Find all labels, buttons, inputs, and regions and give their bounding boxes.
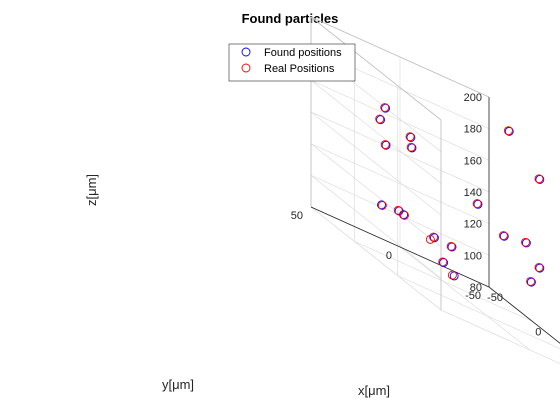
- real-position-point: [406, 142, 416, 152]
- z-tick-label: 80: [470, 282, 482, 294]
- chart-title: Found particles: [242, 11, 339, 26]
- y-tick-label: -50: [465, 290, 481, 302]
- axis-layer: [310, 97, 560, 344]
- x-axis-line: [488, 286, 560, 344]
- found-position-point: [381, 103, 391, 113]
- found-position-point: [526, 277, 536, 287]
- x-axis-label: x[μm]: [358, 383, 390, 398]
- legend[interactable]: Found positions Real Positions: [228, 43, 356, 82]
- found-position-point: [449, 271, 459, 281]
- points-layer: [375, 103, 545, 287]
- left-wall-grid-line-z: [310, 80, 490, 161]
- real-position-point: [400, 210, 409, 220]
- found-position-point: [429, 233, 439, 243]
- found-position-point: [535, 263, 545, 273]
- found-position-point: [499, 231, 509, 241]
- found-position-point: [447, 242, 457, 252]
- real-position-point: [447, 270, 457, 280]
- x-tick-label: -50: [487, 292, 503, 304]
- y-tick-label: 50: [291, 210, 303, 222]
- z-tick-label: 160: [464, 155, 482, 167]
- right-wall-grid-line-z: [310, 143, 442, 247]
- legend-items: Found positions Real Positions: [241, 47, 342, 75]
- real-position-point: [472, 199, 482, 209]
- box-edge: [310, 16, 490, 98]
- z-tick-label: 100: [464, 250, 482, 262]
- legend-marker-found: [241, 47, 251, 57]
- legend-label-real: Real Positions: [264, 63, 335, 75]
- real-position-point: [534, 262, 544, 272]
- y-tick-label: 0: [386, 250, 392, 262]
- left-wall-grid-line-z: [310, 111, 490, 193]
- legend-marker-real: [241, 63, 251, 73]
- x-tick-label: 0: [535, 326, 541, 338]
- found-position-point: [376, 115, 386, 125]
- z-tick-label: 180: [464, 124, 482, 136]
- real-position-point: [429, 232, 439, 242]
- real-position-point: [534, 174, 544, 184]
- y-axis-line: [310, 206, 490, 288]
- real-position-point: [503, 126, 513, 136]
- z-axis-label: z[μm]: [84, 174, 99, 206]
- found-position-point: [399, 210, 409, 220]
- found-position-point: [535, 174, 545, 184]
- real-position-point: [425, 234, 435, 244]
- found-position-point: [504, 126, 514, 136]
- z-tick-label: 200: [464, 92, 482, 104]
- found-position-point: [521, 238, 531, 248]
- real-position-point: [521, 237, 530, 247]
- y-axis-label: y[μm]: [162, 377, 194, 392]
- found-position-point: [473, 199, 483, 209]
- right-wall-grid-line-z: [310, 111, 442, 216]
- found-position-point: [377, 200, 386, 210]
- right-wall-grid-line-z: [310, 80, 442, 184]
- real-position-point: [377, 201, 387, 210]
- box-edge: [310, 16, 442, 121]
- real-position-point: [405, 132, 415, 142]
- real-position-point: [380, 140, 390, 150]
- z-tick-label: 140: [464, 187, 482, 199]
- z-tick-label: 120: [464, 219, 482, 231]
- real-position-point: [438, 257, 448, 267]
- grid-layer: [310, 16, 560, 364]
- found-position-point: [407, 143, 417, 153]
- real-position-point: [380, 103, 390, 112]
- left-wall-grid-line-z: [310, 143, 490, 224]
- found-position-point: [406, 132, 416, 142]
- found-position-point: [439, 258, 449, 268]
- real-position-point: [498, 231, 508, 241]
- floor-grid-line-y: [399, 246, 531, 351]
- legend-label-found: Found positions: [264, 47, 342, 59]
- real-position-point: [446, 241, 456, 251]
- real-position-point: [375, 114, 385, 124]
- right-wall-grid-line-z: [310, 206, 442, 311]
- real-position-point: [526, 276, 535, 286]
- found-position-point: [381, 140, 391, 150]
- real-position-point: [393, 205, 403, 215]
- right-wall-grid-line-z: [310, 175, 442, 279]
